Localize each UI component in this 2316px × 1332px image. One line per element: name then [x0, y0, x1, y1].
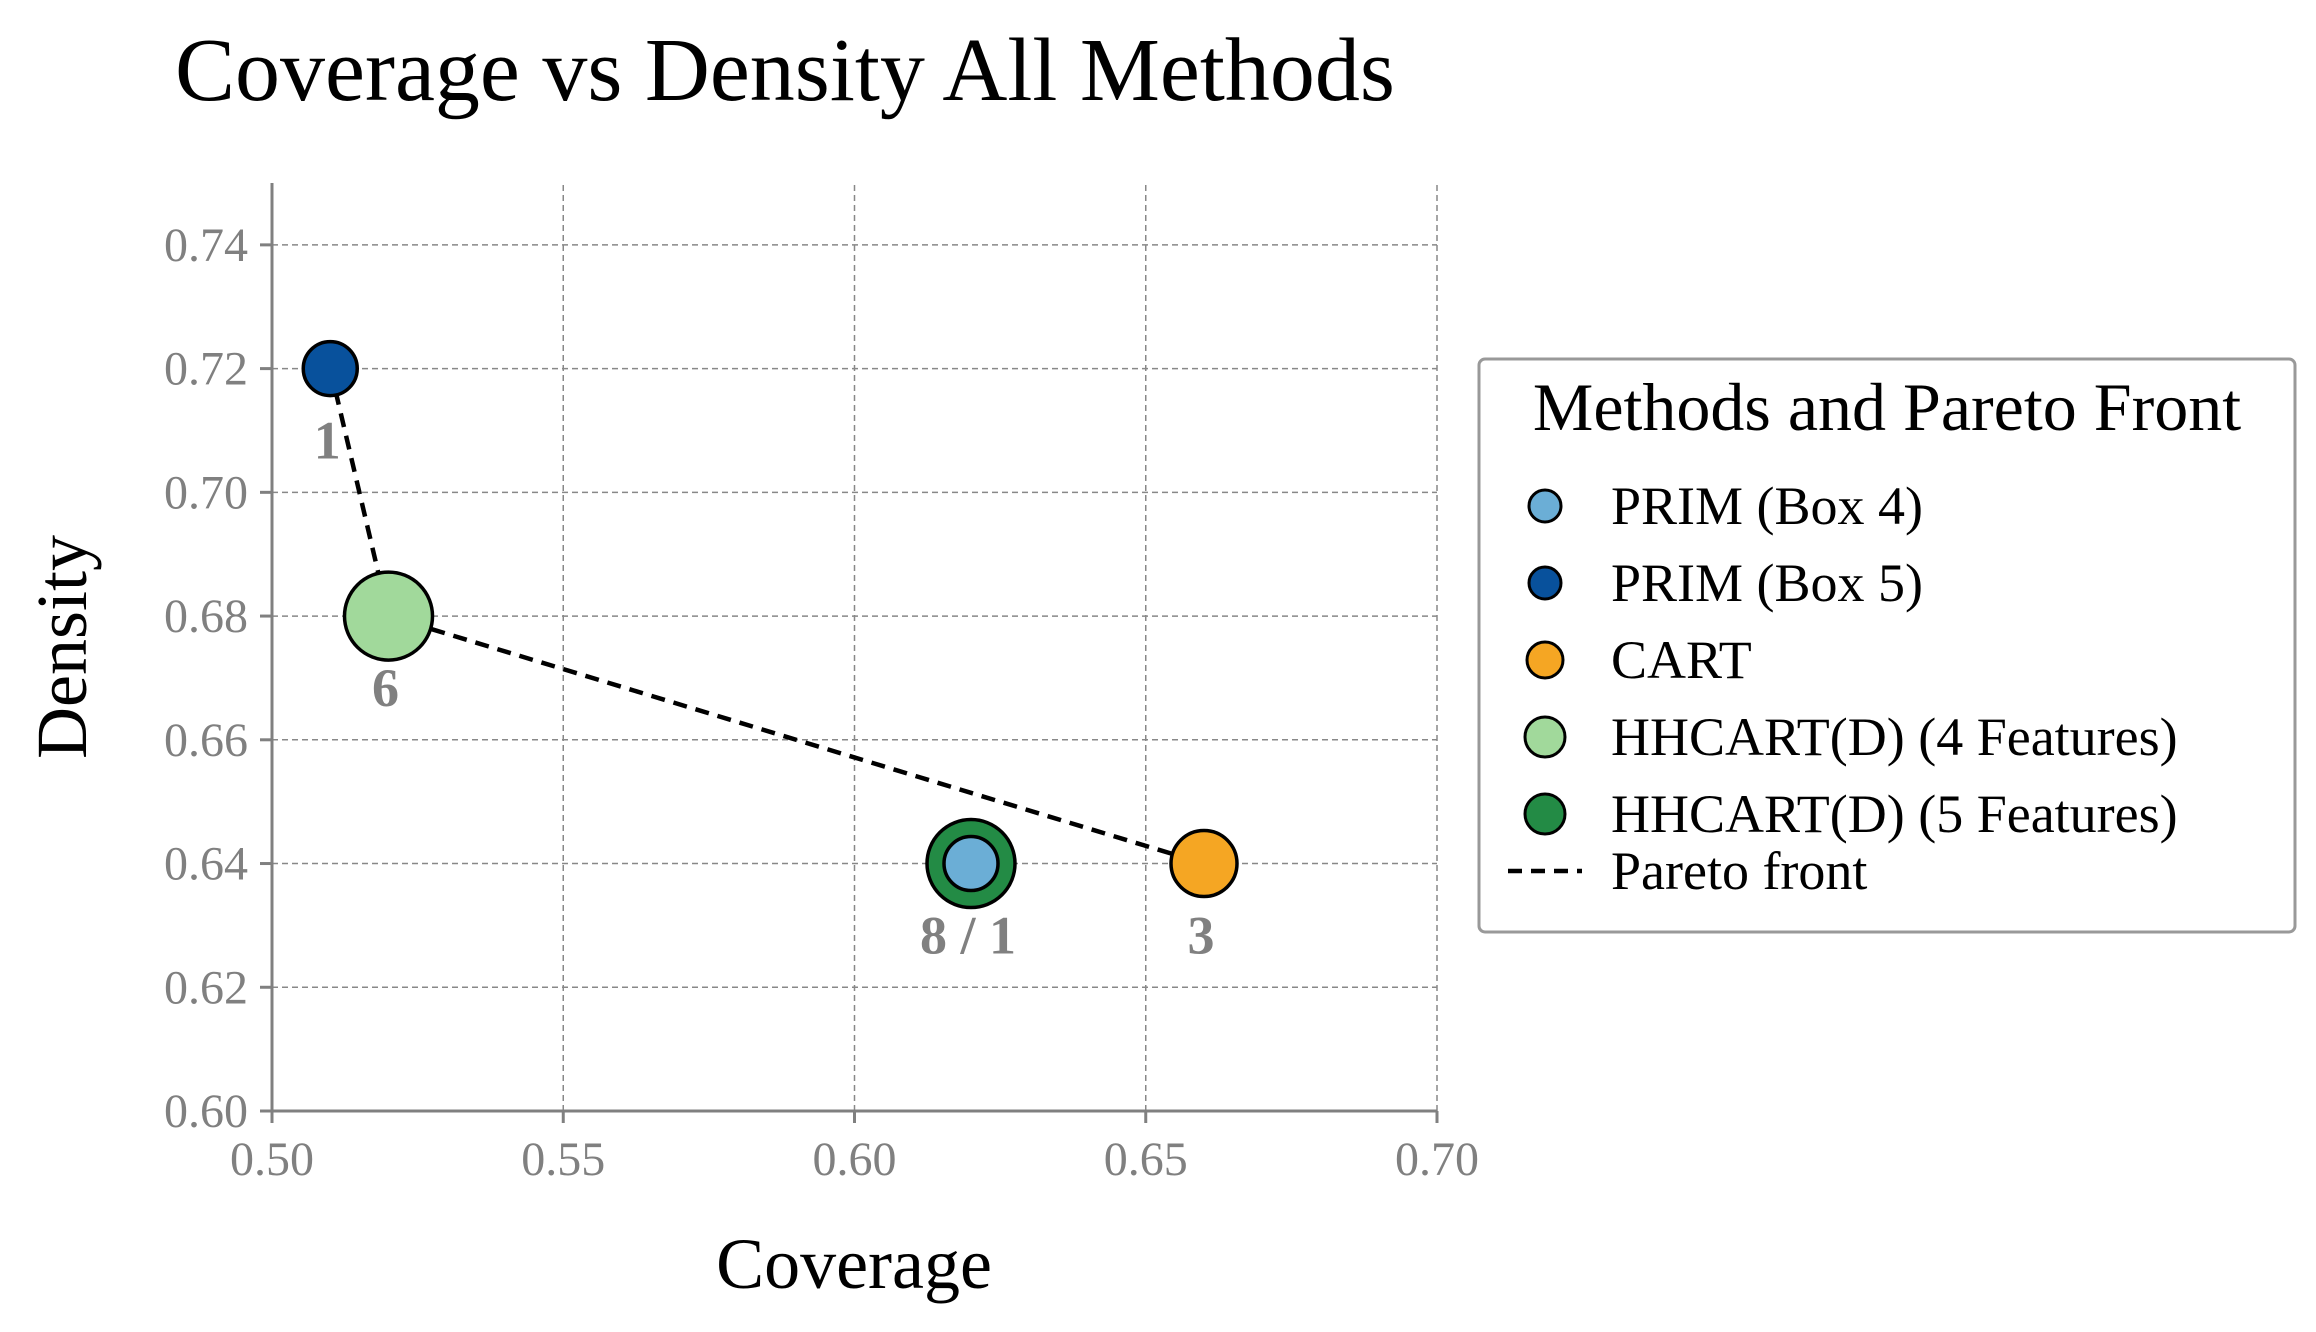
legend-marker [1523, 792, 1567, 836]
ticks: 0.50 0.55 0.60 0.65 0.70 0.60 0.62 0.64 0.66 0.68… [164, 219, 1479, 1186]
y-tick-label: 0.68 [164, 590, 248, 643]
data-point [301, 339, 359, 398]
point-label: 1 [314, 411, 341, 471]
point-label: 3 [1188, 906, 1215, 966]
legend-label: CART [1611, 630, 1752, 690]
y-tick-label: 0.72 [164, 343, 248, 396]
x-tick-label: 0.60 [813, 1133, 897, 1186]
legend-label: PRIM (Box 4) [1611, 476, 1923, 536]
x-tick-label: 0.55 [521, 1133, 605, 1186]
legend-label: HHCART(D) (5 Features) [1611, 784, 2178, 844]
legend-marker [1523, 715, 1567, 759]
x-tick-label: 0.70 [1395, 1133, 1479, 1186]
legend: Methods and Pareto Front PRIM (Box 4)PRI… [1477, 357, 2297, 934]
legend-marker [1527, 488, 1563, 524]
legend-title: Methods and Pareto Front [1533, 369, 2241, 445]
legend-label: Pareto front [1611, 841, 1867, 901]
y-tick-label: 0.74 [164, 219, 248, 272]
x-axis-label: Coverage [716, 1224, 992, 1304]
data-points [301, 339, 1239, 910]
y-tick-label: 0.64 [164, 838, 248, 891]
x-tick-label: 0.65 [1104, 1133, 1188, 1186]
data-point [342, 570, 435, 662]
y-tick-label: 0.60 [164, 1085, 248, 1138]
y-tick-label: 0.66 [164, 714, 248, 767]
legend-marker [1525, 640, 1565, 680]
legend-marker [1527, 565, 1563, 601]
grid [272, 183, 1438, 1111]
y-tick-label: 0.62 [164, 961, 248, 1014]
point-labels: 1 3 6 8 / 1 [314, 411, 1215, 966]
point-label: 6 [372, 658, 399, 718]
x-tick-label: 0.50 [230, 1133, 314, 1186]
legend-box [1477, 357, 2297, 934]
legend-items: PRIM (Box 4) PRIM (Box 5) CART HHCART(D) (4… [1508, 476, 2178, 901]
legend-label: PRIM (Box 5) [1611, 553, 1923, 613]
chart-title: Coverage vs Density All Methods [175, 21, 1395, 120]
point-label: 8 / 1 [920, 906, 1016, 966]
y-tick-label: 0.70 [164, 466, 248, 519]
legend-label: HHCART(D) (4 Features) [1611, 707, 2178, 767]
data-point [1169, 828, 1239, 899]
data-point [942, 834, 1000, 893]
y-axis-label: Density [22, 535, 102, 759]
